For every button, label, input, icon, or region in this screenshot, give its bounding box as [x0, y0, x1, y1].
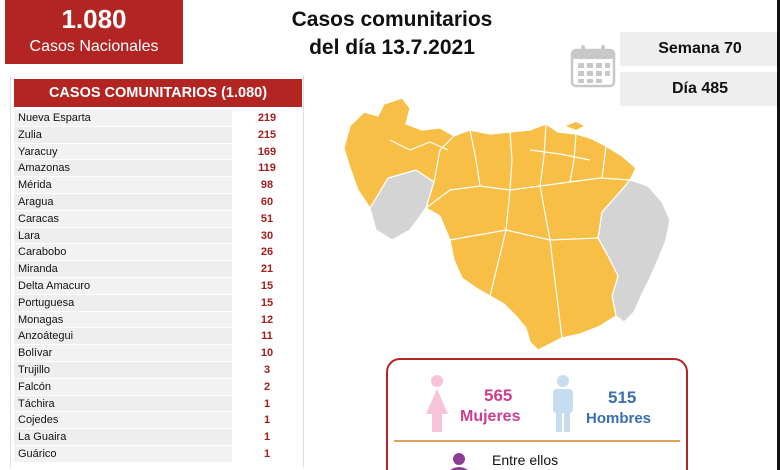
state-cases: 15: [232, 278, 302, 295]
table-row: Monagas 12: [14, 311, 302, 329]
state-name: Trujillo: [14, 361, 232, 379]
table-row: La Guaira 1: [14, 429, 302, 446]
cases-table: CASOS COMUNITARIOS (1.080) Nueva Esparta…: [10, 76, 304, 468]
state-name: Caracas: [14, 210, 232, 228]
venezuela-map: [343, 97, 671, 351]
state-name: Aragua: [14, 193, 232, 211]
week-indicator: Semana 70: [620, 32, 780, 66]
table-row: Yaracuy 169: [14, 143, 302, 161]
state-name: Nueva Esparta: [14, 110, 232, 127]
state-cases: 119: [232, 160, 302, 178]
state-cases: 60: [232, 194, 302, 211]
person-icon: [450, 453, 468, 470]
table-row: Táchira 1: [14, 395, 302, 413]
table-row: Falcón 2: [14, 378, 302, 396]
state-cases: 10: [232, 345, 302, 362]
state-name: Guárico: [14, 445, 232, 463]
state-cases: 215: [232, 127, 302, 144]
state-name: Carabobo: [14, 244, 232, 262]
state-name: Delta Amacuro: [14, 277, 232, 295]
state-cases: 26: [232, 244, 302, 262]
table-row: Trujillo 3: [14, 361, 302, 379]
table-row: Miranda 21: [14, 261, 302, 278]
state-cases: 169: [232, 144, 302, 161]
table-row: Guárico 1: [14, 445, 302, 463]
table-row: Delta Amacuro 15: [14, 277, 302, 295]
map-region-affected-states: [343, 97, 637, 351]
table-row: Amazonas 119: [14, 160, 302, 178]
state-cases: 1: [232, 446, 302, 463]
state-name: Amazonas: [14, 160, 232, 178]
state-name: Falcón: [14, 378, 232, 396]
state-name: Táchira: [14, 395, 232, 413]
page-title: Casos comunitarios del día 13.7.2021: [256, 6, 528, 62]
table-row: Bolívar 10: [14, 345, 302, 362]
calendar-icon: [570, 45, 616, 88]
title-line-1: Casos comunitarios: [291, 8, 493, 31]
state-name: La Guaira: [14, 429, 232, 446]
table-row: Mérida 98: [14, 177, 302, 194]
state-name: Yaracuy: [14, 143, 232, 161]
gender-divider: [394, 440, 680, 442]
title-line-2: del día 13.7.2021: [309, 36, 475, 59]
state-cases: 11: [232, 328, 302, 346]
state-cases: 2: [232, 379, 302, 396]
state-name: Miranda: [14, 261, 232, 278]
state-name: Anzoátegui: [14, 328, 232, 346]
table-row: Portuguesa 15: [14, 294, 302, 312]
female-count: 565: [484, 386, 513, 405]
state-name: Bolívar: [14, 345, 232, 362]
table-row: Lara 30: [14, 227, 302, 245]
female-icon: [426, 375, 448, 432]
table-row: Caracas 51: [14, 210, 302, 228]
right-edge-bar: [777, 0, 780, 470]
table-row: Aragua 60: [14, 193, 302, 211]
state-name: Mérida: [14, 177, 232, 194]
state-name: Monagas: [14, 311, 232, 329]
cases-table-body: Nueva Esparta 219 Zulia 215 Yaracuy 169 Amazon…: [14, 110, 302, 463]
female-label: Mujeres: [460, 408, 521, 425]
cases-table-header: CASOS COMUNITARIOS (1.080): [14, 79, 302, 107]
state-name: Portuguesa: [14, 294, 232, 312]
male-count: 515: [608, 388, 637, 407]
table-row: Anzoátegui 11: [14, 328, 302, 346]
state-cases: 12: [232, 312, 302, 329]
national-cases-box: 1.080 Casos Nacionales: [5, 0, 183, 64]
state-cases: 219: [232, 110, 302, 127]
gender-breakdown-box: 565 Mujeres 515 Hombres Entre ellos: [386, 358, 688, 470]
state-cases: 15: [232, 295, 302, 312]
table-row: Cojedes 1: [14, 412, 302, 430]
state-name: Lara: [14, 227, 232, 245]
state-cases: 1: [232, 412, 302, 430]
table-row: Zulia 215: [14, 126, 302, 144]
male-icon: [553, 375, 573, 432]
table-row: Nueva Esparta 219: [14, 110, 302, 127]
national-cases-total: 1.080: [61, 4, 127, 34]
national-cases-label: Casos Nacionales: [29, 38, 159, 55]
map-region-nueva-esparta: [566, 122, 584, 130]
entre-ellos-label: Entre ellos: [492, 452, 559, 468]
state-cases: 30: [232, 228, 302, 245]
day-indicator: Día 485: [620, 72, 780, 106]
state-cases: 51: [232, 211, 302, 228]
state-cases: 3: [232, 362, 302, 379]
state-cases: 98: [232, 177, 302, 194]
male-label: Hombres: [586, 410, 652, 427]
state-cases: 1: [232, 396, 302, 413]
state-name: Cojedes: [14, 412, 232, 430]
state-cases: 1: [232, 429, 302, 446]
state-cases: 21: [232, 261, 302, 278]
table-row: Carabobo 26: [14, 244, 302, 262]
state-name: Zulia: [14, 126, 232, 144]
